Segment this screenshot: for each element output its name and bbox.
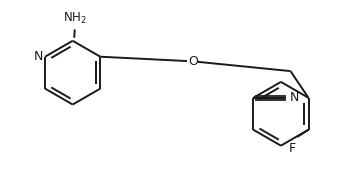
Text: O: O [188, 55, 198, 68]
Text: N: N [289, 91, 299, 104]
Text: NH$_2$: NH$_2$ [63, 11, 87, 26]
Text: F: F [289, 142, 296, 155]
Text: N: N [34, 50, 44, 63]
